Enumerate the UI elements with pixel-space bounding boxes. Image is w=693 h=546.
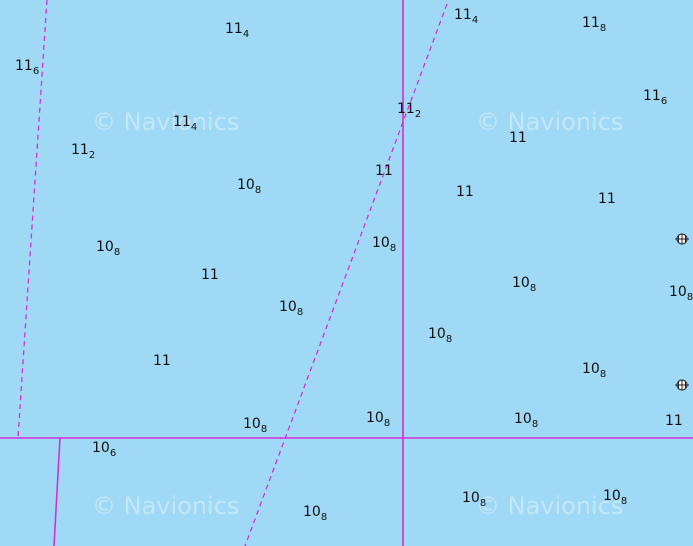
- sounding: 114: [173, 114, 198, 133]
- boundary-line-short: [53, 437, 61, 546]
- sounding: 108: [428, 326, 453, 345]
- sounding: 108: [96, 239, 121, 258]
- sounding: 114: [225, 21, 250, 40]
- sounding: 108: [582, 361, 607, 380]
- sounding: 108: [462, 490, 487, 509]
- sounding: 108: [372, 235, 397, 254]
- sounding: 118: [582, 15, 607, 34]
- watermark: © Navionics: [92, 108, 240, 136]
- sounding: 108: [279, 299, 304, 318]
- sounding: 11: [375, 163, 393, 179]
- watermark: © Navionics: [476, 492, 624, 520]
- sounding: 108: [237, 177, 262, 196]
- sounding: 114: [454, 7, 479, 26]
- sounding: 112: [71, 142, 96, 161]
- dashed-boundary-diagonal: [244, 3, 448, 546]
- wreck-marker-icon[interactable]: [674, 377, 690, 393]
- sounding: 11: [665, 413, 683, 429]
- sounding: 116: [15, 58, 40, 77]
- sounding: 108: [243, 416, 268, 435]
- sounding: 108: [366, 410, 391, 429]
- sounding: 108: [603, 488, 628, 507]
- sounding: 11: [201, 267, 219, 283]
- sounding: 112: [397, 101, 422, 120]
- sounding: 108: [303, 504, 328, 523]
- sounding: 106: [92, 440, 117, 459]
- sounding: 11: [598, 191, 616, 207]
- dashed-boundary-left: [17, 0, 48, 439]
- sounding: 11: [509, 130, 527, 146]
- sounding: 11: [456, 184, 474, 200]
- sounding: 108: [512, 275, 537, 294]
- watermark: © Navionics: [92, 492, 240, 520]
- wreck-marker-icon[interactable]: [674, 231, 690, 247]
- sounding: 108: [514, 411, 539, 430]
- sounding: 116: [643, 88, 668, 107]
- watermark: © Navionics: [476, 108, 624, 136]
- sounding: 108: [669, 284, 693, 303]
- sounding: 11: [153, 353, 171, 369]
